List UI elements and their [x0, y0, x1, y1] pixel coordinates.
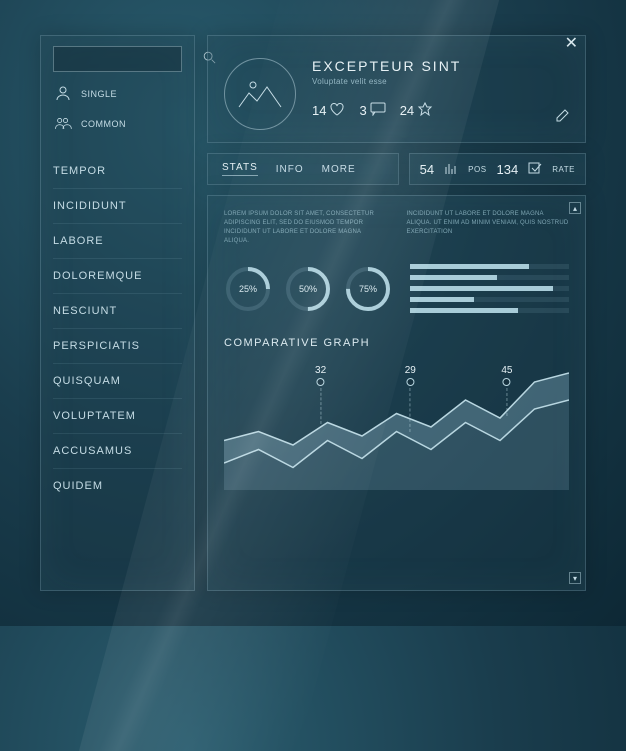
bar-track [410, 286, 569, 291]
header-panel: EXCEPTEUR SINT Voluptate velit esse 14 3… [207, 35, 586, 143]
check-icon [528, 162, 542, 177]
stat-value: 24 [400, 103, 414, 118]
filter-label: COMMON [81, 119, 126, 129]
likes-stat[interactable]: 14 [312, 102, 345, 119]
donut: 50% [284, 265, 332, 313]
bar-chart [410, 258, 569, 319]
main-area: ✕ EXCEPTEUR SINT Voluptate velit esse 14 [207, 35, 586, 591]
nav-item[interactable]: NESCIUNT [53, 294, 182, 329]
stat-rate-label: RATE [552, 165, 575, 174]
graph-marker: 32 [315, 365, 326, 424]
marker-value: 29 [405, 365, 416, 376]
stats-box: 54 POS 134 RATE [409, 153, 586, 185]
bar-track [410, 308, 569, 313]
lorem-text: INCIDIDUNT UT LABORE ET DOLORE MAGNA ALI… [407, 210, 570, 246]
sidebar: SINGLE COMMON TEMPOR INCIDIDUNT LABORE D… [40, 35, 195, 591]
donut-label: 50% [284, 265, 332, 313]
content-panel: ▴ ▾ LOREM IPSUM DOLOR SIT AMET, CONSECTE… [207, 195, 586, 591]
stat-rate-value: 134 [497, 162, 519, 177]
lorem-text: LOREM IPSUM DOLOR SIT AMET, CONSECTETUR … [224, 210, 387, 246]
avatar [224, 58, 296, 130]
donut-charts: 25% 50% 75% [224, 265, 392, 313]
comments-stat[interactable]: 3 [359, 102, 385, 119]
donut-label: 75% [344, 265, 392, 313]
bars-icon [444, 162, 458, 177]
graph-marker: 29 [405, 365, 416, 432]
nav-list: TEMPOR INCIDIDUNT LABORE DOLOREMQUE NESC… [53, 154, 182, 503]
tab-stats[interactable]: STATS [222, 162, 258, 176]
nav-item[interactable]: DOLOREMQUE [53, 259, 182, 294]
nav-item[interactable]: VOLUPTATEM [53, 399, 182, 434]
nav-item[interactable]: INCIDIDUNT [53, 189, 182, 224]
donut-label: 25% [224, 265, 272, 313]
stat-pos-value: 54 [420, 162, 434, 177]
bar-track [410, 275, 569, 280]
nav-item[interactable]: ACCUSAMUS [53, 434, 182, 469]
star-icon [417, 102, 433, 119]
tab-info[interactable]: INFO [276, 164, 304, 175]
favorites-stat[interactable]: 24 [400, 102, 433, 119]
search-input[interactable] [60, 53, 202, 65]
comment-icon [370, 102, 386, 119]
filter-common[interactable]: COMMON [53, 116, 182, 132]
filter-single[interactable]: SINGLE [53, 86, 182, 102]
nav-item[interactable]: QUIDEM [53, 469, 182, 503]
bar-track [410, 264, 569, 269]
nav-item[interactable]: TEMPOR [53, 154, 182, 189]
users-icon [53, 116, 73, 132]
page-subtitle: Voluptate velit esse [312, 77, 569, 86]
stat-value: 14 [312, 103, 326, 118]
marker-value: 45 [501, 365, 512, 376]
graph-marker: 45 [501, 365, 512, 416]
search-bar[interactable] [53, 46, 182, 72]
close-icon[interactable]: ✕ [565, 33, 578, 53]
scroll-down-icon[interactable]: ▾ [569, 572, 581, 584]
marker-value: 32 [315, 365, 326, 376]
nav-item[interactable]: QUISQUAM [53, 364, 182, 399]
comparative-graph: 32 29 45 [224, 355, 569, 490]
nav-item[interactable]: LABORE [53, 224, 182, 259]
edit-icon[interactable] [555, 109, 569, 128]
stat-pos-label: POS [468, 165, 486, 174]
donut: 75% [344, 265, 392, 313]
stat-value: 3 [359, 103, 366, 118]
graph-title: COMPARATIVE GRAPH [224, 337, 569, 349]
scroll-up-icon[interactable]: ▴ [569, 202, 581, 214]
tabs: STATS INFO MORE [207, 153, 399, 185]
page-title: EXCEPTEUR SINT [312, 58, 569, 74]
tab-more[interactable]: MORE [322, 164, 356, 175]
donut: 25% [224, 265, 272, 313]
bar-track [410, 297, 569, 302]
user-icon [53, 86, 73, 102]
nav-item[interactable]: PERSPICIATIS [53, 329, 182, 364]
heart-icon [329, 102, 345, 119]
filter-label: SINGLE [81, 89, 117, 99]
